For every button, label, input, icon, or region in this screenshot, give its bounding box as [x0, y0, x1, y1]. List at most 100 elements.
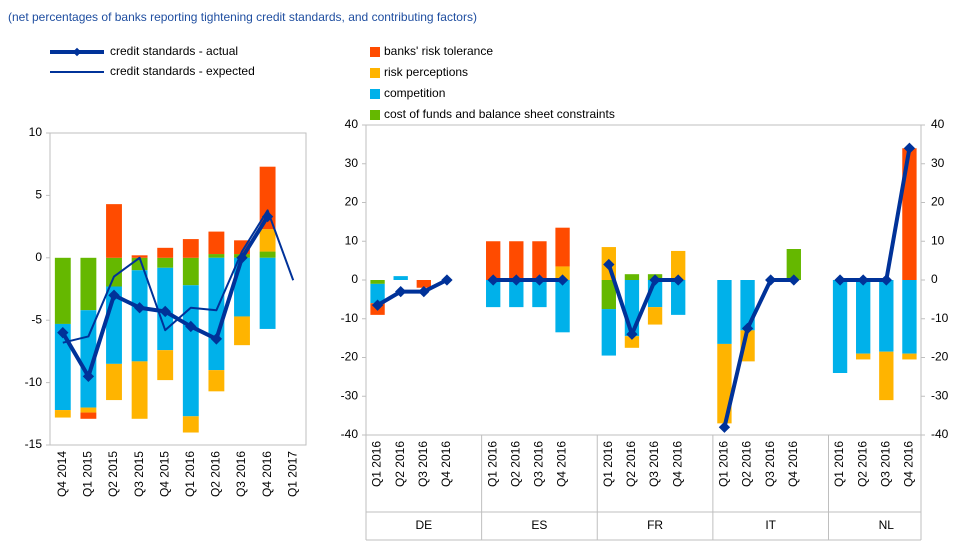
legend-label: banks' risk tolerance	[384, 44, 493, 58]
marker	[788, 274, 800, 286]
y-tick-label: -10	[25, 375, 43, 389]
plot-frame	[49, 132, 307, 446]
bar-segment	[131, 361, 148, 419]
group-label: DE	[415, 518, 432, 532]
bar-segment	[393, 276, 408, 280]
bar-segment	[879, 351, 894, 401]
y2-tick-label: 10	[931, 233, 945, 247]
marker	[857, 274, 869, 286]
y2-tick-label: 30	[931, 156, 945, 170]
x-tick-label: Q4 2016	[670, 441, 684, 487]
x-tick-label: Q2 2016	[855, 441, 869, 487]
bar-segment	[259, 251, 276, 258]
bar-segment	[624, 336, 640, 348]
bar-segment	[208, 231, 225, 255]
marker	[210, 333, 223, 345]
bar-segment	[832, 280, 848, 373]
group-label: FR	[647, 518, 663, 532]
bar-segment	[555, 280, 570, 333]
y-tick-label: 20	[345, 195, 359, 209]
legend-label: risk perceptions	[384, 65, 468, 79]
bar-segment	[601, 280, 616, 310]
y2-tick-label: 20	[931, 195, 945, 209]
marker	[765, 274, 777, 286]
legend-swatch	[370, 47, 380, 57]
bar-segment	[902, 280, 917, 354]
x-tick-label: Q3 2016	[532, 441, 546, 487]
bar-segment	[902, 353, 917, 360]
y2-tick-label: 40	[931, 117, 945, 131]
bar-segment	[54, 410, 71, 418]
legend-label: competition	[384, 86, 445, 100]
bar-segment	[647, 307, 663, 325]
bar-segment	[54, 257, 71, 324]
bar-segment	[486, 241, 501, 280]
bar-segment	[555, 266, 570, 280]
y-tick-label: -30	[341, 388, 359, 402]
bar-segment	[182, 239, 199, 258]
x-tick-label: Q2 2016	[624, 441, 638, 487]
line	[376, 278, 448, 307]
marker	[672, 274, 684, 286]
y-tick-label: -40	[341, 427, 359, 441]
y-tick-label: 5	[35, 188, 42, 202]
x-tick-label: Q1 2016	[485, 441, 499, 487]
line	[722, 278, 794, 428]
marker	[371, 299, 384, 311]
bar-segment	[208, 254, 225, 258]
marker	[441, 274, 453, 286]
x-tick-label: Q1 2016	[832, 441, 846, 487]
bar-segment	[208, 370, 225, 392]
marker	[395, 285, 407, 298]
x-tick-label: Q3 2016	[878, 441, 892, 487]
y-tick-label: -5	[31, 312, 42, 326]
bar-segment	[182, 285, 199, 417]
legend-swatch	[370, 89, 380, 99]
x-tick-label: Q4 2016	[555, 441, 569, 487]
bar-segment	[671, 280, 686, 315]
y-tick-label: 10	[29, 125, 43, 139]
bar-segment	[786, 249, 801, 280]
bar-segment	[131, 270, 148, 362]
bar-segment	[106, 257, 122, 287]
bar-segment	[486, 280, 501, 308]
x-tick-label: Q2 2016	[209, 451, 223, 497]
x-tick-label: Q3 2016	[647, 441, 661, 487]
marker	[626, 328, 638, 340]
bar-segment	[234, 316, 250, 346]
bar-segment	[157, 247, 174, 258]
marker	[418, 285, 430, 298]
y2-tick-label: -30	[931, 388, 949, 402]
bar-segment	[80, 310, 97, 408]
bar-segment	[624, 280, 640, 337]
legend-label: credit standards - expected	[110, 64, 255, 78]
bar-segment	[80, 407, 97, 413]
x-tick-label: Q4 2015	[157, 451, 171, 497]
bar-segment	[157, 350, 174, 381]
x-tick-label: Q3 2015	[132, 451, 146, 497]
bar-segment	[54, 323, 71, 411]
bar-segment	[259, 257, 276, 329]
bar-segment	[157, 257, 174, 268]
x-tick-label: Q4 2016	[902, 441, 916, 487]
x-tick-label: Q1 2017	[285, 451, 299, 497]
marker	[533, 274, 546, 286]
x-tick-label: Q4 2016	[260, 451, 274, 497]
bar-segment	[555, 227, 570, 267]
marker	[487, 274, 499, 286]
x-tick-label: Q2 2016	[740, 441, 754, 487]
x-tick-label: Q1 2016	[370, 441, 384, 487]
bar-segment	[509, 280, 524, 308]
x-tick-label: Q4 2014	[55, 451, 69, 497]
subtitle: (net percentages of banks reporting tigh…	[8, 10, 477, 24]
x-tick-label: Q4 2016	[439, 441, 453, 487]
x-tick-label: Q2 2016	[393, 441, 407, 487]
marker	[880, 274, 892, 286]
marker	[159, 305, 171, 318]
marker	[236, 252, 248, 264]
bar-segment	[532, 241, 547, 280]
y-tick-label: -15	[25, 437, 43, 451]
x-tick-label: Q3 2016	[763, 441, 777, 487]
group-label: IT	[765, 518, 776, 532]
